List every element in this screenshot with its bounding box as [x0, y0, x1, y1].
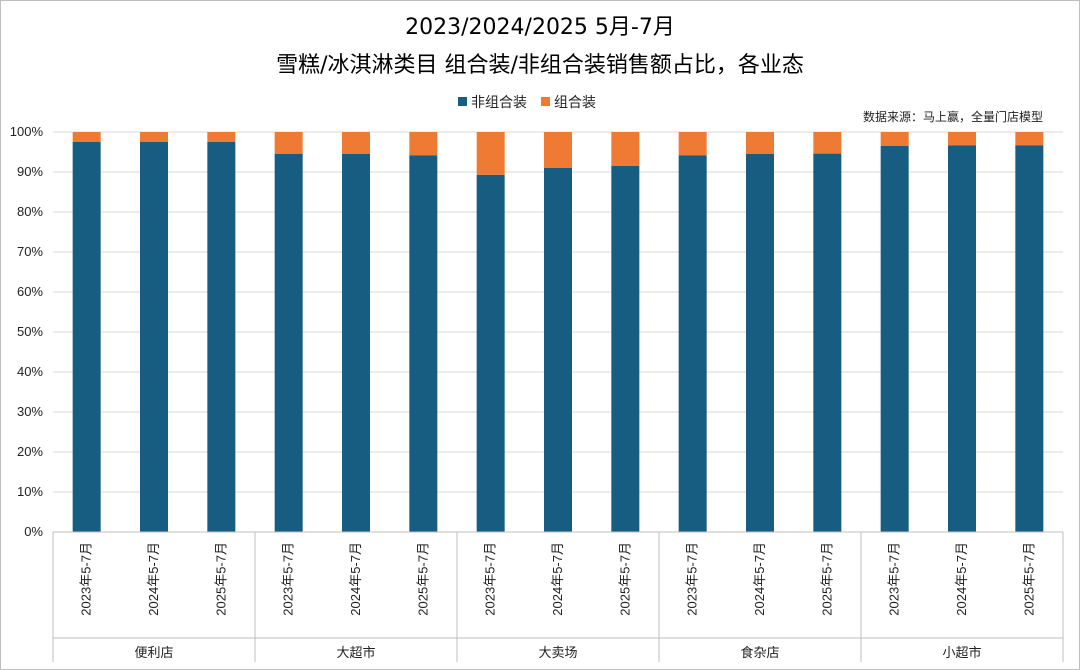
y-tick-label: 80%: [17, 204, 43, 219]
bar-segment-non-combo: [1015, 145, 1044, 532]
x-tick-label: 2024年5-7月: [348, 542, 363, 616]
x-tick-label: 2025年5-7月: [415, 542, 430, 616]
x-tick-label: 2023年5-7月: [79, 542, 94, 616]
group-label: 食杂店: [740, 645, 779, 661]
group-label: 便利店: [134, 646, 173, 661]
y-tick-label: 40%: [17, 364, 43, 379]
x-tick-label: 2025年5-7月: [819, 542, 834, 616]
chart-title: 2023/2024/2025 5月-7月: [405, 15, 675, 40]
bar-segment-combo: [678, 132, 707, 156]
x-tick-label: 2023年5-7月: [483, 542, 498, 616]
source-note: 数据来源：马上赢，全量门店模型: [863, 109, 1043, 124]
bar-segment-non-combo: [207, 142, 236, 532]
x-axis: 2023年5-7月 2024年5-7月 2025年5-7月 2023年5-7月 2024…: [52, 531, 1064, 662]
bar-segment-non-combo: [140, 142, 168, 532]
bars: [72, 132, 1044, 533]
bar-segment-combo: [342, 132, 370, 154]
group-label: 大卖场: [538, 646, 577, 661]
y-tick-label: 70%: [17, 244, 43, 259]
bar-segment-combo: [1015, 132, 1044, 146]
bar-segment-non-combo: [342, 154, 370, 532]
y-tick-label: 20%: [17, 444, 43, 459]
x-tick-label: 2023年5-7月: [685, 542, 700, 616]
legend-swatch: [541, 97, 550, 106]
bar-segment-non-combo: [409, 155, 438, 532]
x-tick-label: 2025年5-7月: [1021, 542, 1036, 616]
x-tick-label: 2024年5-7月: [146, 542, 161, 616]
x-tick-label: 2024年5-7月: [550, 542, 565, 616]
x-tick-label: 2025年5-7月: [213, 542, 228, 616]
bar-segment-combo: [544, 132, 572, 168]
x-tick-label: 2023年5-7月: [281, 542, 296, 616]
y-axis: 0% 10% 20% 30% 40% 50% 60% 70% 80% 90% 100%: [10, 124, 44, 539]
bar-segment-combo: [611, 132, 640, 166]
bar-segment-non-combo: [678, 155, 707, 532]
bar-segment-combo: [72, 132, 101, 142]
y-tick-label: 90%: [17, 164, 43, 179]
y-tick-label: 0%: [24, 524, 43, 539]
legend-swatch: [458, 97, 467, 106]
bar-segment-non-combo: [476, 174, 505, 533]
x-tick-label: 2023年5-7月: [887, 542, 902, 616]
chart-subtitle: 雪糕/冰淇淋类目 组合装/非组合装销售额占比，各业态: [276, 53, 804, 78]
bar-segment-non-combo: [880, 146, 909, 532]
bar-segment-non-combo: [544, 168, 572, 532]
bar-segment-combo: [274, 132, 303, 154]
bar-segment-combo: [948, 132, 976, 146]
bar-segment-non-combo: [72, 142, 101, 532]
bar-segment-combo: [813, 132, 842, 154]
bar-segment-combo: [880, 132, 909, 146]
bar-segment-combo: [409, 132, 438, 156]
bar-segment-combo: [207, 132, 236, 142]
bar-segment-non-combo: [746, 154, 774, 532]
y-tick-label: 100%: [10, 124, 44, 139]
bar-segment-combo: [140, 132, 168, 142]
bar-segment-non-combo: [611, 166, 640, 532]
x-tick-label: 2024年5-7月: [752, 542, 767, 616]
y-tick-label: 10%: [17, 484, 43, 499]
x-tick-label: 2024年5-7月: [954, 542, 969, 616]
group-label: 大超市: [336, 645, 375, 661]
legend: 非组合装 组合装: [458, 95, 596, 111]
y-tick-label: 60%: [17, 284, 43, 299]
group-label: 小超市: [942, 645, 981, 661]
y-tick-label: 50%: [17, 324, 43, 339]
bar-segment-non-combo: [274, 154, 303, 532]
x-tick-label: 2025年5-7月: [617, 542, 632, 616]
bar-segment-non-combo: [813, 153, 842, 532]
bar-segment-combo: [476, 132, 505, 175]
bar-segment-non-combo: [948, 145, 976, 532]
legend-label: 非组合装: [471, 95, 527, 111]
legend-label: 组合装: [554, 95, 596, 111]
y-tick-label: 30%: [17, 404, 43, 419]
bar-segment-combo: [746, 132, 774, 154]
